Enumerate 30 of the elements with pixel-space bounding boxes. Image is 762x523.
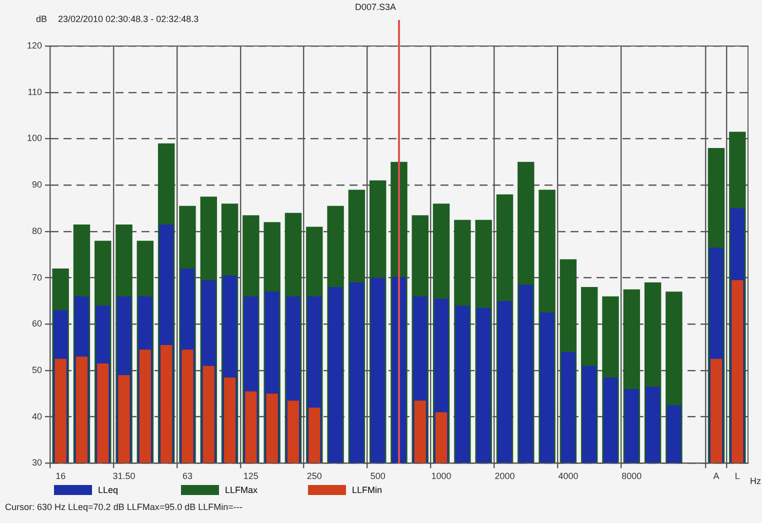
y-tick-label: 50 [32, 364, 42, 375]
y-tick-label: 90 [32, 180, 42, 190]
chart-title: D007.S3A [355, 2, 396, 12]
x-tick-label: 2000 [494, 471, 515, 482]
legend-label: LLFMax [225, 485, 258, 495]
y-axis-title: dB [36, 14, 48, 24]
x-tick-label: 4000 [558, 471, 578, 482]
legend-label: LLeq [98, 485, 118, 495]
legend-label: LLFMin [352, 485, 382, 495]
text: Cursor: 630 Hz LLeq=70.2 dB LLFMax=95.0 dB LLFMin=--- [5, 502, 242, 512]
x-tick-label: 8000 [622, 471, 642, 482]
chart-subtitle: 23/02/2010 02:30:48.3 - 02:32:48.3 [58, 14, 199, 24]
x-tick-label: 1000 [431, 471, 452, 482]
x-axis-title: Hz [750, 476, 761, 486]
x-tick-label: 16 [56, 471, 66, 482]
y-tick-label: 110 [28, 86, 42, 97]
y-tick-label: 100 [26, 133, 42, 144]
y-tick-label: 60 [32, 318, 42, 329]
y-tick-label: 70 [32, 272, 42, 282]
y-tick-label: 30 [32, 458, 42, 468]
x-tick-label: A [713, 471, 720, 482]
x-tick-label: 63 [182, 471, 192, 482]
x-tick-label: 31.50 [112, 471, 136, 482]
x-tick-label: 250 [306, 471, 322, 482]
x-tick-label: 125 [243, 471, 258, 482]
y-tick-label: 80 [32, 226, 42, 236]
x-tick-label: 500 [370, 471, 386, 482]
y-tick-label: 120 [26, 40, 42, 50]
y-tick-label: 40 [32, 411, 42, 422]
x-tick-label: L [734, 471, 740, 482]
